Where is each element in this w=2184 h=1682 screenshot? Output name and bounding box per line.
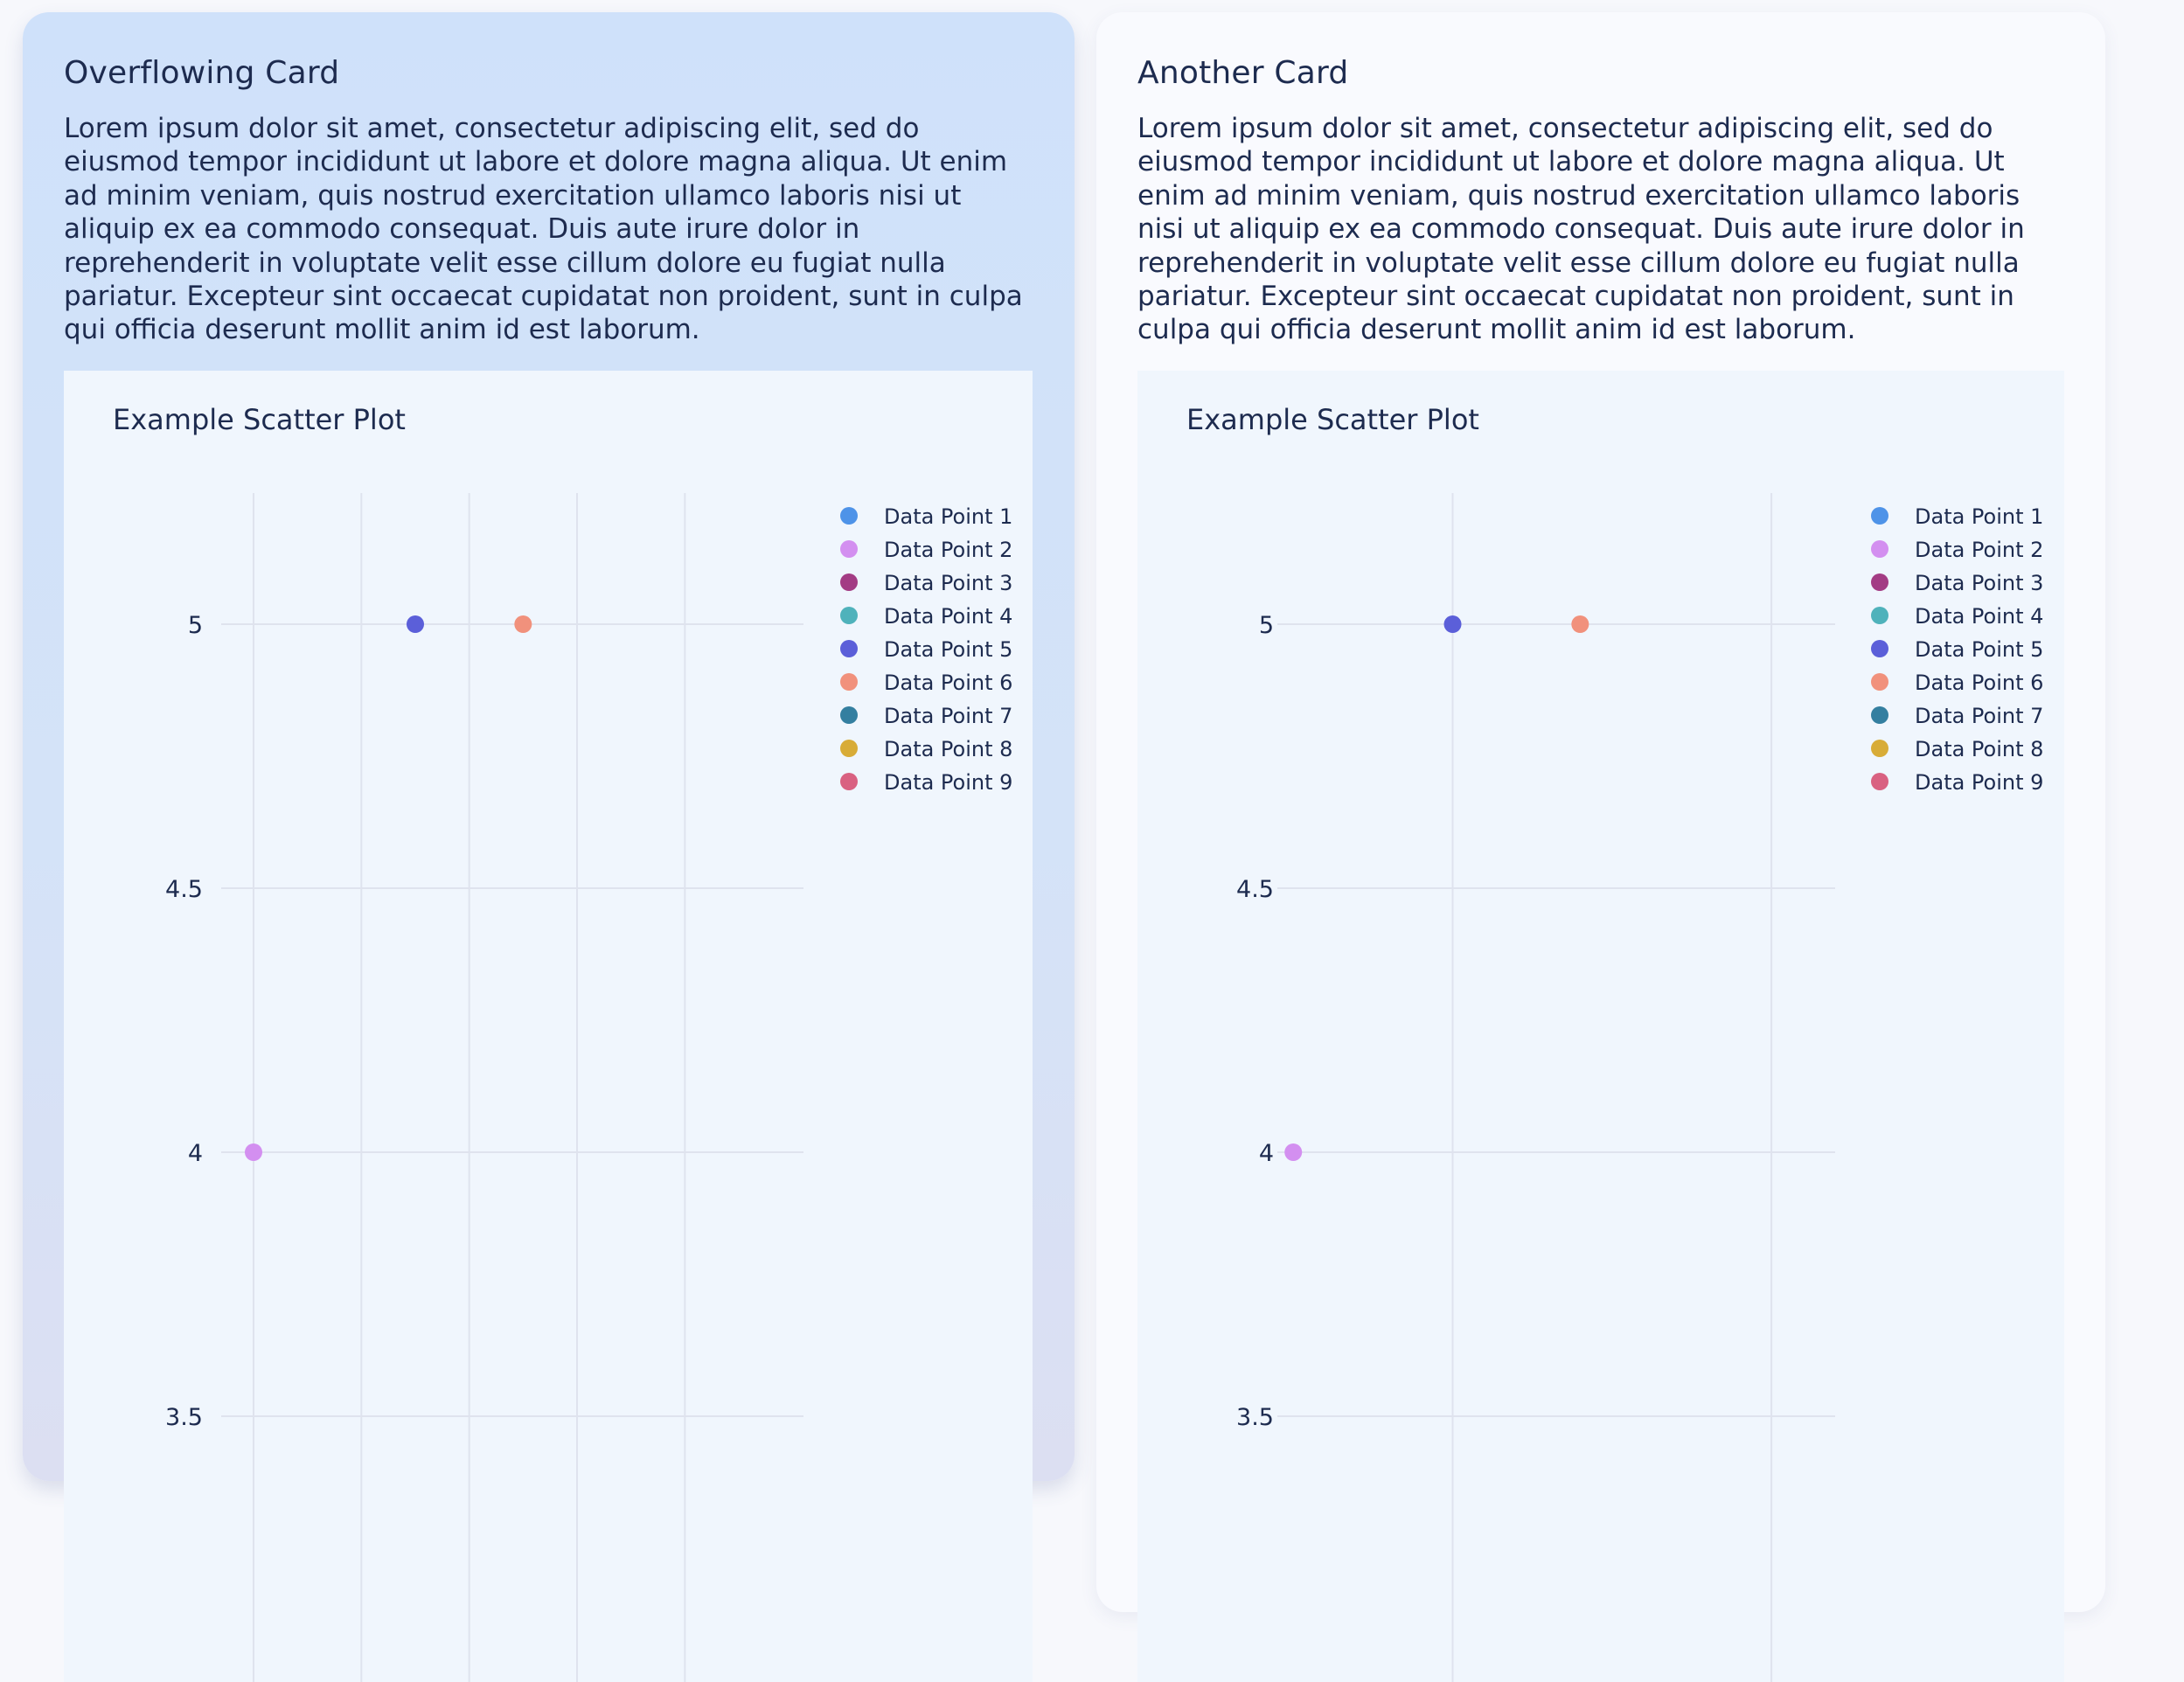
card-body-text: Lorem ipsum dolor sit amet, consectetur … (64, 113, 1023, 346)
data-point (1443, 615, 1462, 633)
legend-label: Data Point 4 (1915, 604, 2043, 629)
data-point (1284, 1143, 1303, 1161)
data-point (407, 615, 424, 633)
overflowing-card: Overflowing Card Lorem ipsum dolor sit a… (23, 12, 1075, 1682)
legend-marker (1871, 640, 1888, 657)
legend-marker (1871, 706, 1888, 724)
y-tick-label: 4.5 (1236, 876, 1274, 903)
legend-marker (840, 706, 858, 724)
legend-marker (1871, 773, 1888, 790)
legend-label: Data Point 6 (1915, 671, 2043, 695)
legend-label: Data Point 3 (884, 571, 1012, 595)
card-title: Another Card (1137, 55, 1349, 91)
legend-marker (1871, 540, 1888, 558)
legend-marker (840, 673, 858, 691)
scatter-chart: Example Scatter Plot 5 4.5 4 3.5 Data Point 1… (1186, 403, 2043, 1682)
legend-label: Data Point 8 (1915, 737, 2043, 761)
legend-label: Data Point 8 (884, 737, 1012, 761)
legend-label: Data Point 4 (884, 604, 1012, 629)
legend-marker (840, 573, 858, 591)
legend-label: Data Point 7 (1915, 704, 2043, 728)
chart-title: Example Scatter Plot (1186, 403, 1479, 436)
legend-label: Data Point 2 (1915, 538, 2043, 562)
y-tick-label: 4 (188, 1140, 203, 1167)
legend-label: Data Point 6 (884, 671, 1012, 695)
legend-label: Data Point 9 (884, 770, 1012, 795)
y-tick-label: 4 (1259, 1140, 1274, 1167)
legend-label: Data Point 3 (1915, 571, 2043, 595)
legend-marker (1871, 607, 1888, 624)
scatter-chart-container: Example Scatter Plot 5 4.5 4 3.5 Data Point 1… (1137, 371, 2064, 1682)
another-card: Another Card Lorem ipsum dolor sit amet,… (1096, 12, 2105, 1682)
y-tick-label: 3.5 (165, 1404, 203, 1431)
data-point (245, 1143, 262, 1161)
y-tick-label: 3.5 (1236, 1404, 1274, 1431)
legend-marker (840, 740, 858, 757)
legend-label: Data Point 5 (1915, 637, 2043, 662)
legend-marker (1871, 573, 1888, 591)
scatter-chart-container: Example Scatter Plot 5 4.5 4 3.5 Data Point 1… (64, 371, 1033, 1682)
chart-title: Example Scatter Plot (113, 403, 406, 436)
y-tick-label: 5 (1259, 612, 1274, 639)
data-point (1571, 615, 1589, 633)
y-tick-label: 5 (188, 612, 203, 639)
legend-marker (1871, 673, 1888, 691)
y-tick-label: 4.5 (165, 876, 203, 903)
legend-marker (1871, 740, 1888, 757)
card-body-text: Lorem ipsum dolor sit amet, consectetur … (1137, 113, 2025, 346)
legend-marker (840, 507, 858, 525)
legend-label: Data Point 9 (1915, 770, 2043, 795)
data-point (514, 615, 532, 633)
legend-label: Data Point 5 (884, 637, 1012, 662)
legend-label: Data Point 1 (884, 504, 1012, 529)
legend-marker (840, 640, 858, 657)
scatter-chart: Example Scatter Plot 5 4.5 4 3.5 Data Point 1… (113, 403, 1012, 1682)
legend-label: Data Point 2 (884, 538, 1012, 562)
legend-marker (1871, 507, 1888, 525)
legend-marker (840, 540, 858, 558)
legend-label: Data Point 7 (884, 704, 1012, 728)
legend-label: Data Point 1 (1915, 504, 2043, 529)
legend-marker (840, 773, 858, 790)
legend-marker (840, 607, 858, 624)
card-title: Overflowing Card (64, 55, 340, 91)
